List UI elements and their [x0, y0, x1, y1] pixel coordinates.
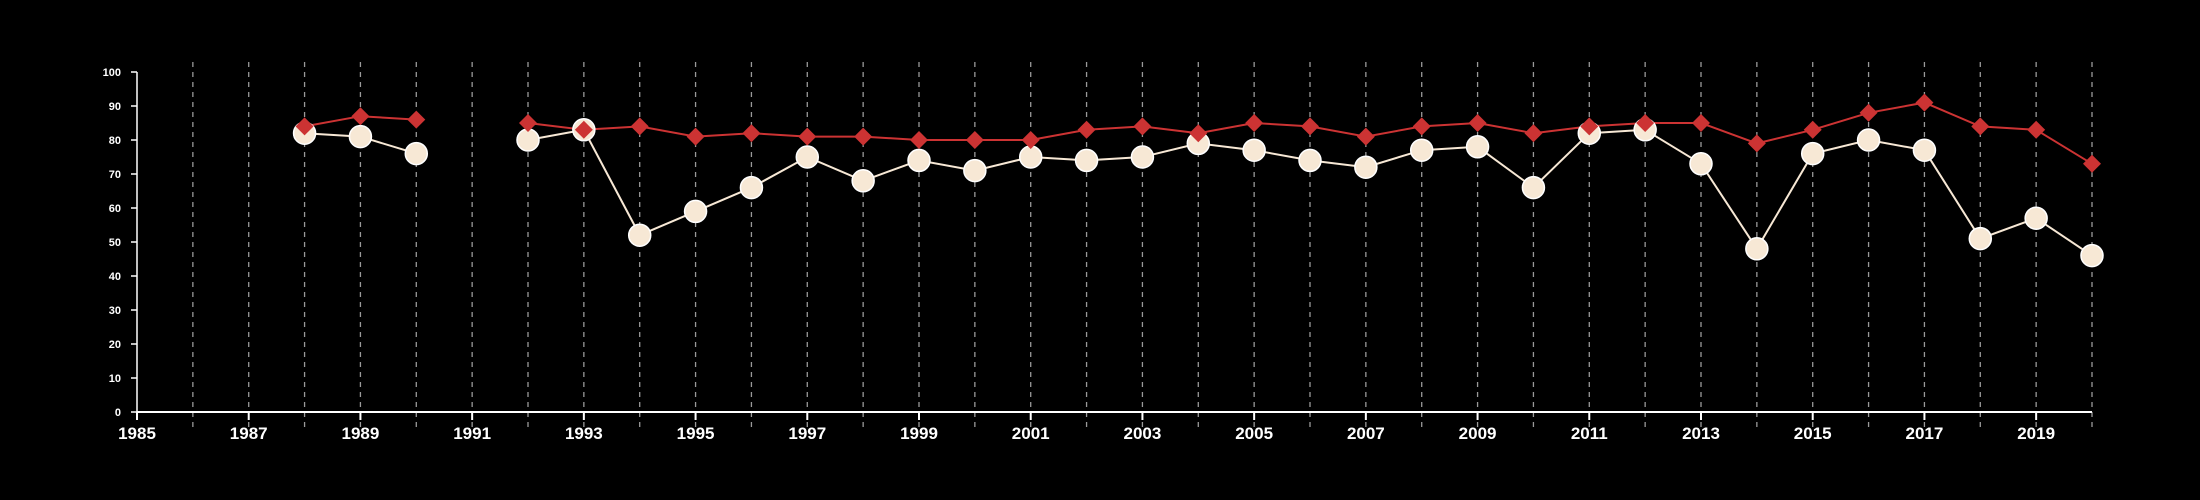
data-point-circle: [1912, 138, 1937, 162]
x-tick-label: 2009: [1459, 424, 1497, 443]
x-tick-label: 1989: [342, 424, 380, 443]
data-point-circle: [1298, 148, 1322, 173]
series-markers: [292, 93, 2104, 268]
data-point-diamond: [1524, 124, 1543, 143]
data-point-diamond: [1021, 131, 1040, 149]
x-tick-label: 2017: [1906, 424, 1944, 443]
data-point-circle: [1130, 145, 1155, 169]
data-point-circle: [1856, 128, 1881, 152]
data-point-diamond: [1356, 127, 1375, 146]
data-point-circle: [739, 175, 764, 200]
data-point-diamond: [910, 131, 928, 149]
x-tick-label: 1997: [788, 424, 826, 443]
x-tick-label: 2011: [1571, 424, 1608, 443]
data-point-diamond: [854, 127, 873, 146]
data-point-circle: [1745, 237, 1769, 261]
data-point-diamond: [1915, 93, 1934, 112]
data-point-circle: [683, 199, 708, 224]
x-tick-label: 1995: [677, 424, 715, 443]
data-point-circle: [1521, 175, 1546, 200]
x-tick-label: 2005: [1235, 424, 1273, 443]
data-point-diamond: [1245, 114, 1264, 132]
y-tick-label: 40: [109, 271, 121, 283]
y-tick-label: 70: [109, 169, 121, 181]
data-point-circle: [1018, 145, 1043, 169]
data-point-diamond: [407, 110, 426, 129]
x-tick-label: 2019: [2017, 424, 2055, 443]
data-point-diamond: [1580, 117, 1599, 136]
axes: 0 10 20 30 40 50 60 70 80 90 100 1985 1987 1989 1991 19…: [103, 67, 2092, 443]
data-point-diamond: [965, 131, 984, 149]
data-point-diamond: [1189, 124, 1208, 143]
x-tick-label: 1987: [230, 424, 268, 443]
data-point-circle: [1800, 141, 1825, 166]
x-tick-label: 1991: [453, 424, 491, 443]
data-point-circle: [1465, 135, 1490, 159]
data-point-diamond: [1803, 120, 1822, 139]
data-point-circle: [2024, 206, 2048, 230]
x-tick-label: 2007: [1347, 424, 1385, 443]
data-point-diamond: [798, 127, 817, 146]
data-point-circle: [795, 145, 820, 169]
x-tick-label: 1985: [118, 424, 156, 443]
data-point-diamond: [2083, 154, 2101, 173]
data-point-diamond: [574, 120, 593, 139]
x-tick-label: 1993: [565, 424, 603, 443]
x-tick-label: 2003: [1124, 424, 1162, 443]
data-point-diamond: [2027, 120, 2046, 139]
data-point-diamond: [1301, 117, 1319, 136]
y-tick-label: 20: [109, 339, 121, 351]
y-tick-label: 100: [103, 67, 121, 79]
data-point-circle: [627, 223, 652, 247]
y-tick-label: 30: [109, 305, 121, 317]
data-point-diamond: [295, 117, 314, 136]
data-point-circle: [963, 158, 987, 183]
data-point-diamond: [351, 107, 370, 126]
data-point-diamond: [1971, 117, 1990, 136]
y-tick-label: 0: [115, 407, 121, 419]
data-point-circle: [1242, 138, 1266, 162]
y-tick-label: 50: [109, 237, 121, 249]
data-point-circle: [404, 141, 429, 166]
data-point-circle: [2080, 243, 2104, 268]
data-point-diamond: [1747, 134, 1766, 153]
data-point-circle: [348, 124, 373, 149]
data-point-circle: [1354, 155, 1378, 179]
y-tick-label: 90: [109, 101, 121, 113]
y-tick-label: 80: [109, 135, 121, 147]
y-tick-label: 10: [109, 373, 121, 385]
data-point-diamond: [1859, 103, 1878, 122]
y-tick-label: 60: [109, 203, 121, 215]
x-tick-label: 2001: [1012, 424, 1050, 443]
data-point-circle: [851, 169, 875, 193]
data-point-diamond: [686, 127, 705, 146]
data-point-circle: [516, 128, 540, 152]
data-point-circle: [1968, 226, 1993, 251]
x-tick-label: 1999: [900, 424, 938, 443]
gridlines: [192, 62, 2093, 430]
data-point-circle: [1074, 148, 1099, 173]
data-point-diamond: [1412, 117, 1431, 136]
data-point-diamond: [1692, 114, 1710, 132]
data-point-circle: [1689, 152, 1713, 176]
data-point-diamond: [630, 117, 649, 136]
data-point-diamond: [1077, 120, 1096, 139]
x-tick-label: 2015: [1794, 424, 1832, 443]
data-point-diamond: [1133, 117, 1152, 136]
data-point-diamond: [742, 124, 761, 143]
data-point-circle: [907, 148, 931, 173]
data-point-diamond: [1468, 114, 1487, 132]
data-point-diamond: [1636, 114, 1655, 132]
data-point-circle: [1409, 138, 1434, 162]
x-tick-label: 2013: [1682, 424, 1720, 443]
data-point-diamond: [519, 114, 537, 132]
